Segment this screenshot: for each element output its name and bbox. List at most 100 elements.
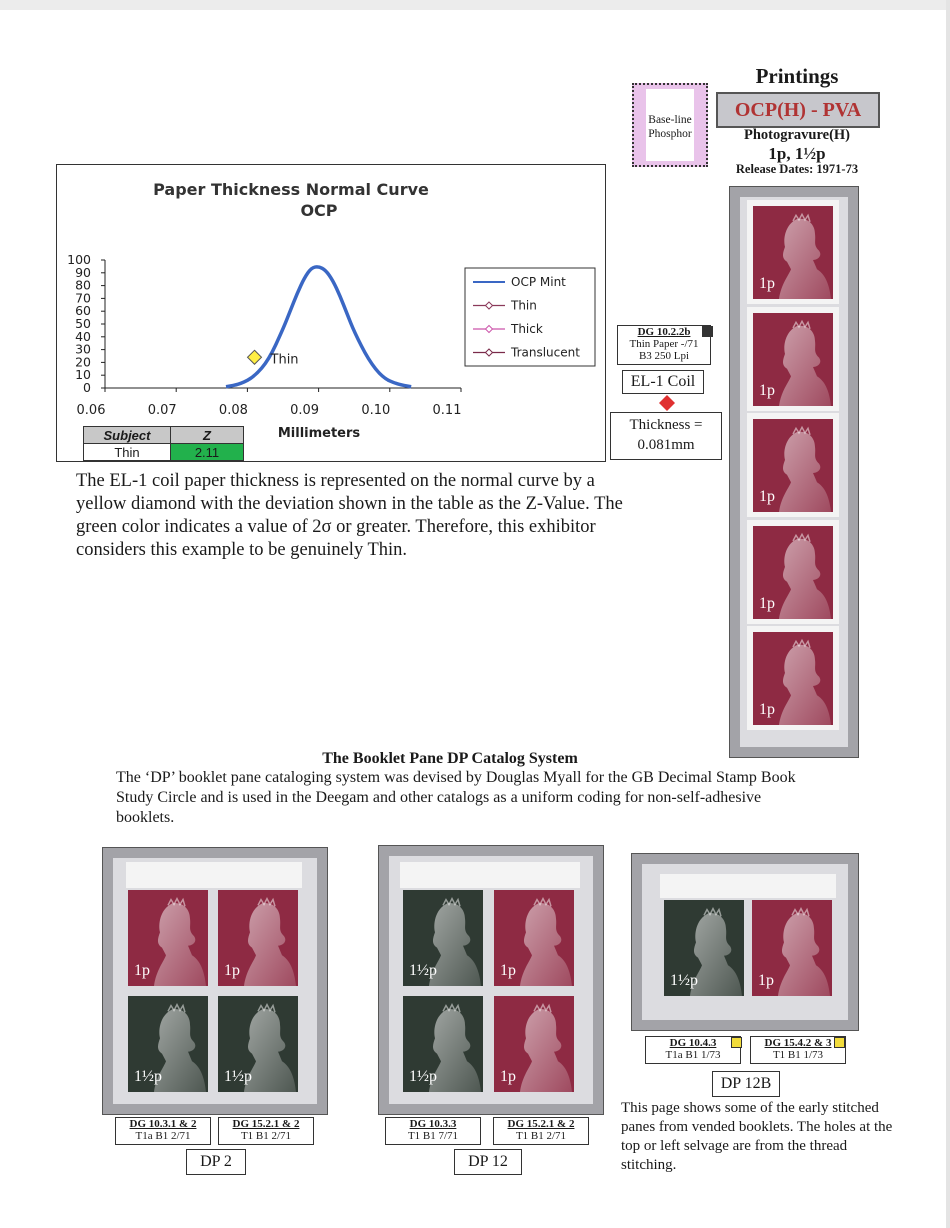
dp2-stamp-1p: 1p [128, 890, 208, 986]
y-tick-label: 90 [75, 265, 91, 280]
series-ocp-mint [225, 265, 412, 389]
yellow-square-icon [731, 1037, 742, 1048]
dp2-name: DP 2 [186, 1149, 246, 1175]
coil-stamp: 1p [753, 525, 833, 619]
y-tick-label: 0 [83, 380, 91, 395]
table-cell-z: 2.11 [170, 443, 244, 461]
coil-stamp: 1p [753, 632, 833, 725]
dp12b-name: DP 12B [712, 1071, 780, 1097]
chart-subtitle: OCP [300, 201, 337, 220]
phosphor-label: Base-line Phosphor [634, 113, 706, 141]
x-tick-label: 0.06 [77, 403, 106, 418]
dp12-stamp-1p: 1p [494, 890, 574, 986]
stamp-value-text: 1p [134, 962, 150, 979]
dp12b-right-sub: T1 B1 1/73 [772, 1049, 824, 1061]
x-tick-label: 0.09 [290, 403, 319, 418]
red-diamond-icon [659, 395, 675, 411]
dp12b-left-sub: T1a B1 1/73 [665, 1049, 721, 1061]
y-tick-label: 80 [75, 278, 91, 293]
dp12b-right-label: DG 15.4.2 & 3 T1 B1 1/73 [750, 1036, 846, 1064]
dp2-right-code: DG 15.2.1 & 2 [232, 1118, 300, 1130]
stamp-value-text: 1p [759, 488, 775, 505]
el1-coil-box: EL-1 Coil [622, 370, 704, 394]
dp2-stamp-1half-p: 1½p [128, 996, 208, 1092]
dp12-left-label: DG 10.3.3 T1 B1 7/71 [385, 1117, 481, 1145]
el1-paper: Thin Paper -/71 [629, 338, 699, 350]
y-tick-label: 60 [75, 303, 91, 318]
scan-top-edge [0, 0, 950, 10]
dp2-right-label: DG 15.2.1 & 2 T1 B1 2/71 [218, 1117, 314, 1145]
y-tick-label: 10 [75, 367, 91, 382]
release-dates: Release Dates: 1971-73 [735, 162, 859, 176]
legend-label-0: OCP Mint [511, 275, 566, 289]
z-value-table: Subject Z Thin 2.11 [83, 426, 244, 461]
booklet-section-text: The ‘DP’ booklet pane cataloging system … [116, 769, 796, 826]
booklet-section-title: The Booklet Pane DP Catalog System [322, 750, 578, 767]
x-axis-label: Millimeters [278, 426, 361, 441]
stamp-value-text: 1p [224, 962, 240, 979]
coil-stamp: 1p [753, 206, 833, 299]
y-tick-label: 20 [75, 354, 91, 369]
dp2-left-sub: T1a B1 2/71 [135, 1130, 191, 1142]
stamp-value-text: 1p [759, 381, 775, 399]
y-tick-label: 30 [75, 342, 91, 357]
el1-catalog-label: DG 10.2.2b Thin Paper -/71 B3 250 Lpi [617, 325, 711, 365]
table-cell-subject: Thin [83, 443, 171, 461]
y-tick-label: 70 [75, 290, 91, 305]
thin-marker [246, 349, 263, 365]
black-square-icon [702, 326, 713, 337]
dp12-stamp-1half-p: 1½p [403, 890, 483, 986]
y-tick-label: 50 [75, 316, 91, 331]
dp12-right-sub: T1 B1 2/71 [515, 1130, 567, 1142]
stamp-value-text: 1p [500, 962, 516, 979]
printings-title: Printings [755, 64, 839, 88]
dp12-right-label: DG 15.2.1 & 2 T1 B1 2/71 [493, 1117, 589, 1145]
chart-svg: Paper Thickness Normal Curve OCP 010203040… [67, 180, 596, 441]
stamp-value-text: 1½p [409, 962, 437, 979]
normal-curve-chart: Paper Thickness Normal Curve OCP 0 10 20 30 40… [56, 164, 606, 462]
dp12b-right-code: DG 15.4.2 & 3 [764, 1037, 832, 1049]
printing-process: Photogravure(H) [743, 127, 851, 143]
el1-screen: B3 250 Lpi [638, 350, 690, 362]
printing-type-box: OCP(H) - PVA [716, 92, 880, 128]
dp12b-stamp-1p: 1p [752, 900, 832, 996]
coil-stamp: 1p [753, 419, 833, 512]
dp12-left-code: DG 10.3.3 [409, 1118, 457, 1130]
phosphor-strip [646, 89, 694, 161]
thickness-line1: Thickness = [629, 417, 703, 433]
dp12-right-code: DG 15.2.1 & 2 [507, 1118, 575, 1130]
stamp-value-text: 1p [500, 1068, 516, 1085]
legend-label-1: Thin [510, 299, 537, 313]
dp12-stamp-1p: 1p [494, 996, 574, 1092]
y-tick-label: 40 [75, 329, 91, 344]
scan-right-edge [946, 0, 950, 1228]
stamp-value-text: 1p [759, 701, 775, 718]
phosphor-label-line2: Phosphor [648, 128, 692, 140]
x-tick-label: 0.08 [219, 403, 248, 418]
dp12b-selvage [660, 874, 836, 898]
legend-label-3: Translucent [510, 346, 580, 360]
legend-label-2: Thick [510, 322, 543, 336]
stamp-values: 1p, 1½p [768, 144, 826, 163]
legend-marker-1 [484, 301, 494, 310]
thickness-box: Thickness = 0.081mm [610, 412, 722, 460]
chart-title: Paper Thickness Normal Curve [153, 180, 429, 199]
dp2-stamp-1p: 1p [218, 890, 298, 986]
y-tick-label: 100 [67, 252, 91, 267]
coil-stamp: 1p [753, 312, 833, 406]
x-tick-label: 0.10 [361, 403, 390, 418]
table-header-z: Z [170, 426, 244, 444]
dp2-left-code: DG 10.3.1 & 2 [129, 1118, 197, 1130]
dp2-left-label: DG 10.3.1 & 2 T1a B1 2/71 [115, 1117, 211, 1145]
stamp-value-text: 1½p [409, 1068, 437, 1085]
yellow-square-icon [834, 1037, 845, 1048]
dp2-selvage [126, 862, 302, 888]
el1-code: DG 10.2.2b [637, 326, 691, 338]
stamp-value-text: 1½p [670, 972, 698, 989]
thickness-value: 0.081mm [637, 437, 695, 453]
x-tick-label: 0.11 [433, 403, 462, 418]
stamp-value-text: 1½p [224, 1068, 252, 1085]
dp12-name: DP 12 [454, 1149, 522, 1175]
thickness-explanation: The EL-1 coil paper thickness is represe… [76, 471, 623, 560]
dp12-stamp-1half-p: 1½p [403, 996, 483, 1092]
